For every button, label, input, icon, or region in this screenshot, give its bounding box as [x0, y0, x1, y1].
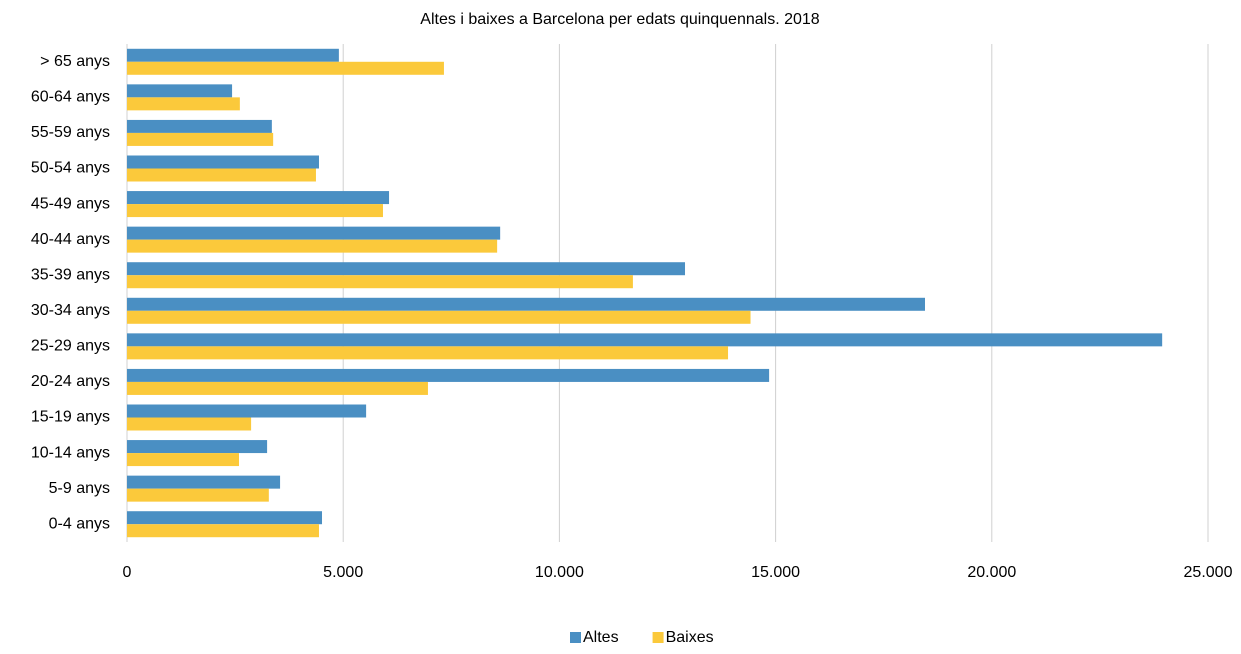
chart-title: Altes i baixes a Barcelona per edats qui…: [420, 11, 819, 28]
bar: [127, 511, 323, 525]
bar: [127, 310, 751, 324]
y-tick-label: 40-44 anys: [31, 231, 110, 248]
x-tick-label: 20.000: [967, 564, 1016, 581]
y-tick-label: 5-9 anys: [49, 480, 110, 497]
y-tick-label: 55-59 anys: [31, 124, 110, 141]
legend-label: Altes: [583, 629, 619, 646]
y-tick-label: 50-54 anys: [31, 160, 110, 177]
bar: [127, 191, 390, 205]
bar: [127, 488, 269, 502]
bar: [127, 119, 272, 133]
bar: [127, 475, 281, 489]
legend-swatch: [570, 632, 581, 643]
bar: [127, 226, 501, 240]
y-tick-label: 0-4 anys: [49, 515, 110, 532]
bar: [127, 97, 240, 111]
bar: [127, 61, 444, 75]
bar: [127, 48, 339, 62]
legend-swatch: [652, 632, 664, 643]
y-tick-label: 15-19 anys: [31, 409, 110, 426]
bar: [127, 417, 252, 431]
bar: [127, 368, 770, 382]
bar: [127, 168, 316, 182]
bar: [127, 333, 1163, 347]
bar: [127, 297, 925, 311]
bar: [127, 239, 498, 253]
legend-label: Baixes: [666, 629, 714, 646]
bar: [127, 204, 383, 218]
bar: [127, 346, 729, 360]
y-tick-label: 20-24 anys: [31, 373, 110, 390]
y-tick-label: 30-34 anys: [31, 302, 110, 319]
y-tick-label: 35-39 anys: [31, 266, 110, 283]
bar: [127, 440, 268, 454]
bar: [127, 381, 428, 395]
x-tick-label: 10.000: [535, 564, 584, 581]
x-tick-label: 15.000: [751, 564, 800, 581]
bar: [127, 262, 686, 276]
bar: [127, 524, 319, 538]
bar: [127, 275, 633, 289]
y-tick-label: 25-29 anys: [31, 338, 110, 355]
x-tick-label: 5.000: [323, 564, 363, 581]
x-tick-label: 0: [123, 564, 132, 581]
bar: [127, 84, 233, 98]
y-tick-label: 45-49 anys: [31, 195, 110, 212]
bar: [127, 132, 274, 146]
y-tick-label: 10-14 anys: [31, 444, 110, 461]
bar: [127, 155, 319, 169]
bar: [127, 404, 367, 418]
y-tick-label: 60-64 anys: [31, 89, 110, 106]
y-tick-label: > 65 anys: [40, 53, 110, 70]
bar: [127, 453, 239, 467]
x-tick-label: 25.000: [1184, 564, 1233, 581]
